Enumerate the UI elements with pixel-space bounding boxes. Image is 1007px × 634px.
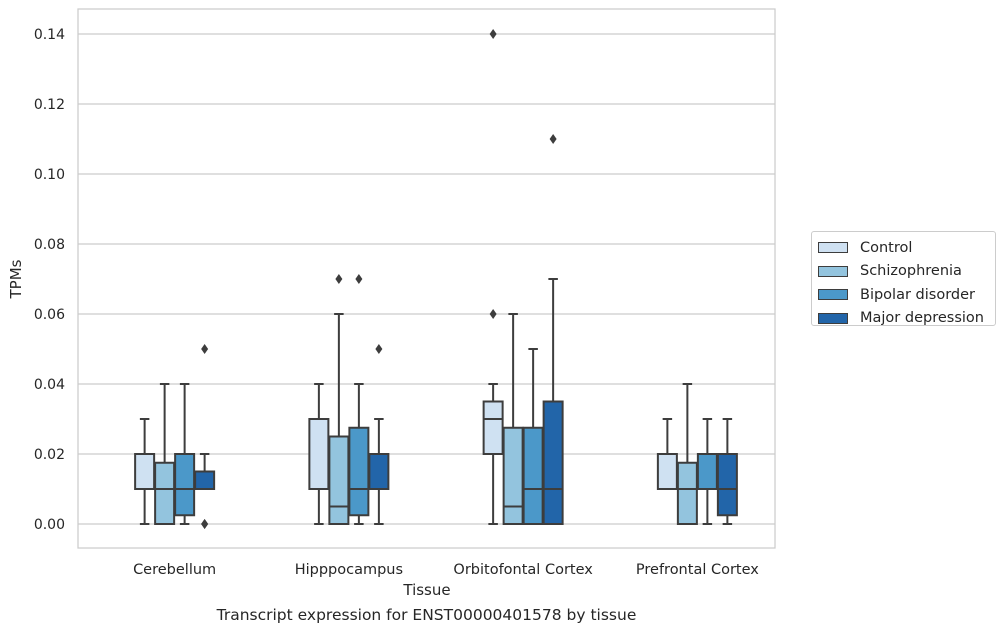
box-body [716,453,738,517]
y-tick-label: 0.14 [34,27,65,43]
boxes [134,29,738,529]
box-1-3 [368,344,390,525]
legend-label: Bipolar disorder [860,286,975,303]
box-1-1 [328,274,350,525]
outlier-point [489,309,497,319]
grid-lines [78,33,775,525]
legend-swatch-schizophrenia [818,265,848,277]
y-tick-label: 0.02 [34,447,65,463]
legend-label: Control [860,239,913,256]
legend-item-schizophrenia: Schizophrenia [818,260,995,284]
outlier-point [335,274,343,284]
box-body [502,426,524,525]
box-3-1 [676,383,698,525]
y-tick-label: 0.04 [34,377,65,393]
outlier-point [375,344,383,354]
legend-item-major-depression: Major depression [818,307,995,331]
box-0-3 [194,344,216,529]
legend: Control Schizophrenia Bipolar disorder M… [811,231,996,326]
plot-frame [77,8,776,549]
legend-item-bipolar-disorder: Bipolar disorder [818,283,995,307]
box-body [134,453,156,490]
box-body [154,461,176,525]
x-tick-labels: Cerebellum Hipppocampus Orbitofontal Corte… [133,562,759,578]
box-body [368,453,390,490]
box-body [194,470,216,490]
y-tick-label: 0.10 [34,167,65,183]
x-tick-label: Prefrontal Cortex [636,562,759,578]
box-body [482,400,504,455]
outlier-point [549,134,557,144]
outlier-point [201,344,209,354]
x-tick-label: Cerebellum [133,562,216,578]
legend-swatch-bipolar-disorder [818,289,848,301]
y-tick-label: 0.00 [34,517,65,533]
box-1-0 [308,383,330,525]
x-axis-label: Tissue [402,581,450,599]
box-body [676,461,698,525]
y-tick-label: 0.06 [34,307,65,323]
box-body [522,426,544,525]
box-body [696,453,718,490]
box-body [328,435,350,525]
y-tick-labels: 0.00 0.02 0.04 0.06 0.08 0.10 0.12 0.14 [34,27,65,533]
x-tick-label: Orbitofontal Cortex [453,562,593,578]
box-2-0 [482,29,504,525]
box-0-2 [174,383,196,525]
y-tick-label: 0.08 [34,237,65,253]
outlier-point [355,274,363,284]
box-0-0 [134,418,156,525]
box-body [308,418,330,490]
y-tick-label: 0.12 [34,97,65,113]
outlier-point [489,29,497,39]
box-3-2 [696,418,718,525]
legend-swatch-major-depression [818,312,848,324]
legend-label: Schizophrenia [860,263,962,280]
legend-swatch-control [818,242,848,254]
chart-caption: Transcript expression for ENST0000040157… [216,606,637,624]
box-3-3 [716,418,738,525]
box-3-0 [656,418,678,490]
box-1-2 [348,274,370,525]
box-2-2 [522,348,544,525]
box-body [542,400,564,525]
legend-label: Major depression [860,310,984,327]
box-2-1 [502,313,524,525]
box-body [174,453,196,517]
y-axis-label: TPMs [7,259,25,299]
box-body [348,426,370,517]
box-2-3 [542,134,564,525]
box-body [656,453,678,490]
legend-item-control: Control [818,236,995,260]
x-tick-label: Hipppocampus [295,562,403,578]
outlier-point [201,519,209,529]
